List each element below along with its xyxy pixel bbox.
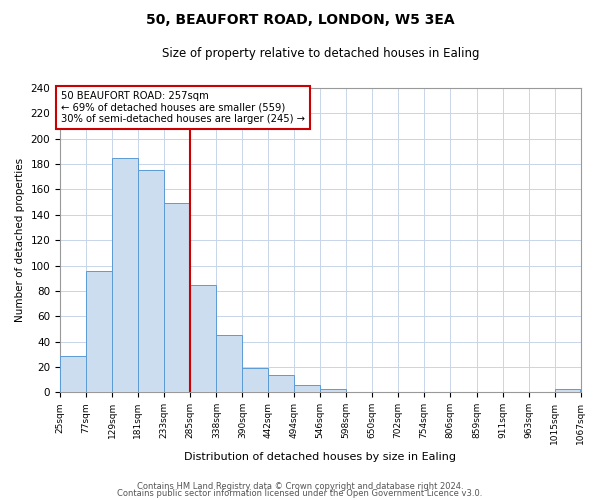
Bar	[294, 384, 320, 392]
Bar	[554, 388, 580, 392]
Bar	[164, 204, 190, 392]
Bar	[190, 284, 217, 393]
Text: 50, BEAUFORT ROAD, LONDON, W5 3EA: 50, BEAUFORT ROAD, LONDON, W5 3EA	[146, 12, 454, 26]
Y-axis label: Number of detached properties: Number of detached properties	[15, 158, 25, 322]
Text: Contains public sector information licensed under the Open Government Licence v3: Contains public sector information licen…	[118, 489, 482, 498]
Text: 50 BEAUFORT ROAD: 257sqm
← 69% of detached houses are smaller (559)
30% of semi-: 50 BEAUFORT ROAD: 257sqm ← 69% of detach…	[61, 90, 305, 124]
Bar	[268, 374, 294, 392]
Bar	[60, 356, 86, 393]
Bar	[112, 158, 138, 392]
Bar	[86, 270, 112, 392]
Text: Contains HM Land Registry data © Crown copyright and database right 2024.: Contains HM Land Registry data © Crown c…	[137, 482, 463, 491]
X-axis label: Distribution of detached houses by size in Ealing: Distribution of detached houses by size …	[184, 452, 456, 462]
Bar	[217, 336, 242, 392]
Bar	[138, 170, 164, 392]
Bar	[320, 388, 346, 392]
Bar	[242, 368, 268, 392]
Title: Size of property relative to detached houses in Ealing: Size of property relative to detached ho…	[161, 48, 479, 60]
